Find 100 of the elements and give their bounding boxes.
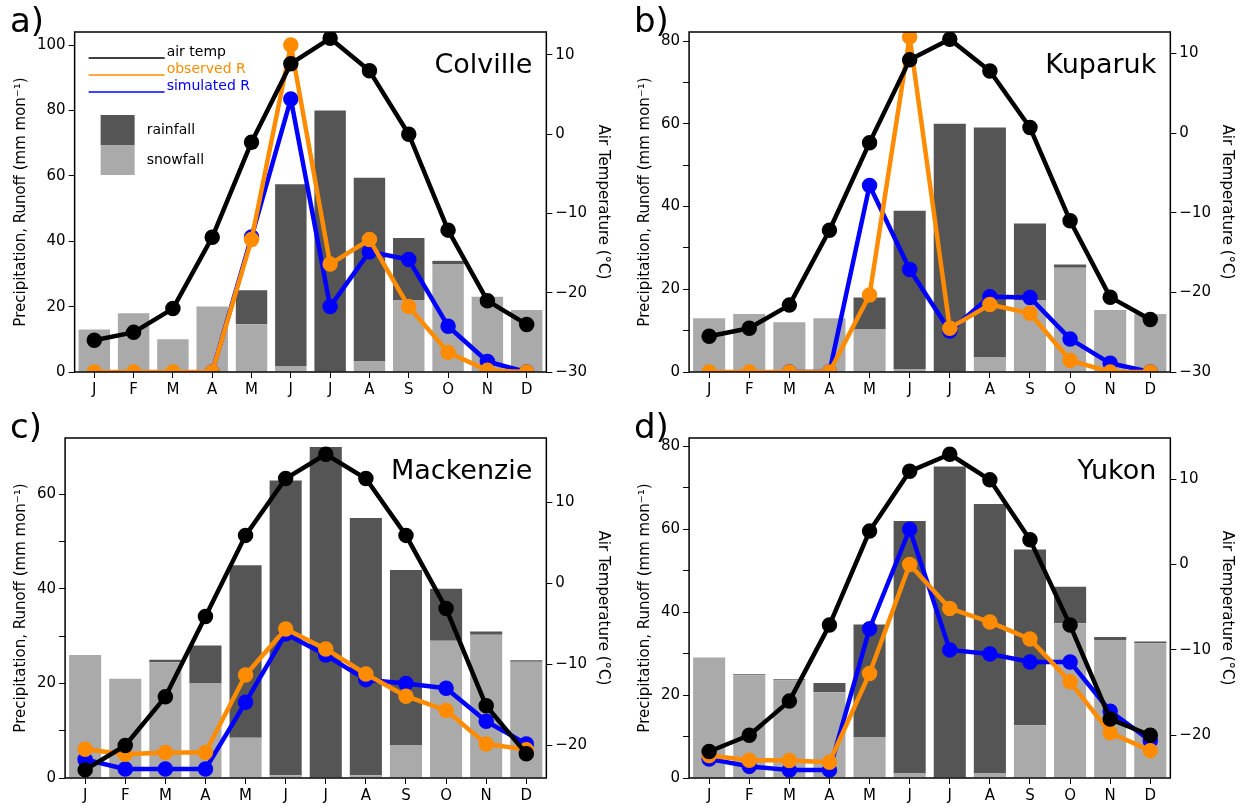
x-tick-label: D	[520, 785, 533, 804]
y-tick-label: 0	[46, 767, 57, 786]
x-tick-label: A	[984, 785, 996, 804]
x-tick-label: S	[1025, 785, 1035, 804]
x-tick-label: J	[946, 379, 952, 398]
y-tick-label: 20	[660, 279, 681, 298]
x-tick-label: O	[1064, 785, 1076, 804]
x-tick-label: J	[282, 785, 288, 804]
y2-tick-label: −30	[1179, 361, 1211, 380]
x-tick-label: M	[245, 379, 258, 398]
x-tick-label: F	[129, 379, 138, 398]
y2-axis-title: Air Temperature (°C)	[1219, 530, 1238, 686]
y2-tick-label: −20	[555, 735, 587, 754]
y2-tick-label: −10	[1179, 639, 1211, 658]
x-tick-label: M	[863, 785, 877, 804]
x-tick-label: J	[906, 785, 912, 804]
y2-tick-label: 10	[1179, 468, 1199, 487]
x-tick-label: M	[782, 785, 796, 804]
text: observed R	[166, 59, 246, 76]
x-tick-label: N	[481, 379, 493, 398]
y2-tick-label: 10	[1179, 43, 1199, 62]
x-tick-label: A	[984, 379, 996, 398]
y2-tick-label: 10	[555, 44, 575, 63]
y2-tick-label: 10	[555, 492, 575, 510]
text: air temp	[166, 42, 227, 59]
annotation: Yukon	[1076, 453, 1157, 485]
x-tick-label: A	[360, 785, 372, 804]
y2-tick-label: 0	[555, 124, 565, 143]
x-tick-label: D	[1144, 785, 1157, 804]
y2-tick-label: −20	[1179, 725, 1211, 744]
x-tick-label: J	[326, 379, 333, 398]
x-tick-label: J	[946, 785, 952, 804]
x-tick-label: J	[287, 379, 294, 398]
x-tick-label: M	[158, 785, 172, 804]
y-axis-title: Precipitation, Runoff (mm mon⁻¹)	[10, 483, 29, 733]
x-tick-label: A	[200, 785, 212, 804]
chart-title: c)	[10, 405, 42, 446]
x-tick-label: D	[520, 379, 533, 398]
annotation: Mackenzie	[390, 453, 533, 485]
x-tick-label: M	[782, 379, 796, 398]
x-tick-label: J	[705, 379, 712, 398]
x-tick-label: A	[207, 379, 219, 398]
x-tick-label: S	[404, 379, 414, 398]
x-tick-label: A	[364, 379, 376, 398]
x-tick-label: S	[401, 785, 411, 804]
y2-tick-label: −10	[555, 654, 587, 673]
y-tick-label: 40	[36, 578, 57, 597]
y-tick-label: 20	[660, 684, 681, 703]
y2-tick-label: 0	[1179, 123, 1189, 142]
y-tick-label: 60	[36, 484, 57, 503]
x-tick-label: J	[906, 379, 912, 398]
legend-label: rainfall	[146, 120, 196, 137]
y2-tick-label: 0	[555, 573, 565, 592]
x-tick-label: O	[442, 379, 454, 398]
y2-tick-label: −20	[1179, 282, 1211, 301]
x-tick-label: F	[744, 785, 754, 804]
y-axis-title: Precipitation, Runoff (mm mon⁻¹)	[634, 483, 653, 733]
x-tick-label: J	[91, 379, 97, 398]
y-tick-label: 20	[46, 296, 66, 315]
x-tick-label: N	[480, 785, 492, 804]
y-tick-label: 0	[56, 361, 66, 380]
x-tick-label: F	[744, 379, 754, 398]
x-tick-label: S	[1025, 379, 1035, 398]
x-tick-label: J	[81, 785, 88, 804]
x-tick-label: O	[440, 785, 452, 804]
x-tick-label: N	[1104, 379, 1116, 398]
y-tick-label: 60	[660, 113, 681, 132]
y-axis-title: Precipitation, Runoff (mm mon⁻¹)	[634, 77, 653, 327]
x-tick-label: M	[166, 379, 180, 398]
y2-tick-label: −20	[555, 282, 587, 301]
y2-axis-title: Air Temperature (°C)	[595, 124, 614, 280]
y2-tick-label: −30	[555, 361, 587, 380]
x-tick-label: A	[824, 379, 836, 398]
text: simulated R	[166, 76, 251, 93]
x-tick-label: F	[120, 785, 130, 804]
y-tick-label: 80	[46, 100, 66, 119]
y2-axis-title: Air Temperature (°C)	[1219, 124, 1238, 280]
y-tick-label: 0	[670, 361, 681, 380]
annotation: Colville	[434, 47, 533, 79]
y2-axis-title: Air Temperature (°C)	[595, 530, 614, 686]
annotation: Kuparuk	[1045, 47, 1157, 79]
y-tick-label: 20	[36, 673, 57, 692]
y-axis-title: Precipitation, Runoff (mm mon⁻¹)	[10, 77, 29, 327]
y-tick-label: 0	[670, 767, 681, 786]
x-tick-label: J	[322, 785, 328, 804]
x-tick-label: M	[863, 379, 877, 398]
y2-tick-label: 0	[1179, 554, 1189, 573]
y-tick-label: 60	[660, 519, 681, 538]
y-tick-label: 40	[660, 196, 681, 215]
x-tick-label: D	[1144, 379, 1157, 398]
x-tick-label: M	[239, 785, 253, 804]
x-tick-label: A	[824, 785, 836, 804]
y-tick-label: 60	[46, 165, 66, 184]
y-tick-label: 40	[660, 602, 681, 621]
legend-label: snowfall	[146, 150, 205, 167]
y2-tick-label: −10	[1179, 202, 1211, 221]
y2-tick-label: −10	[555, 203, 587, 222]
x-tick-label: J	[705, 785, 712, 804]
x-tick-label: N	[1104, 785, 1116, 804]
y-tick-label: 40	[46, 231, 66, 250]
